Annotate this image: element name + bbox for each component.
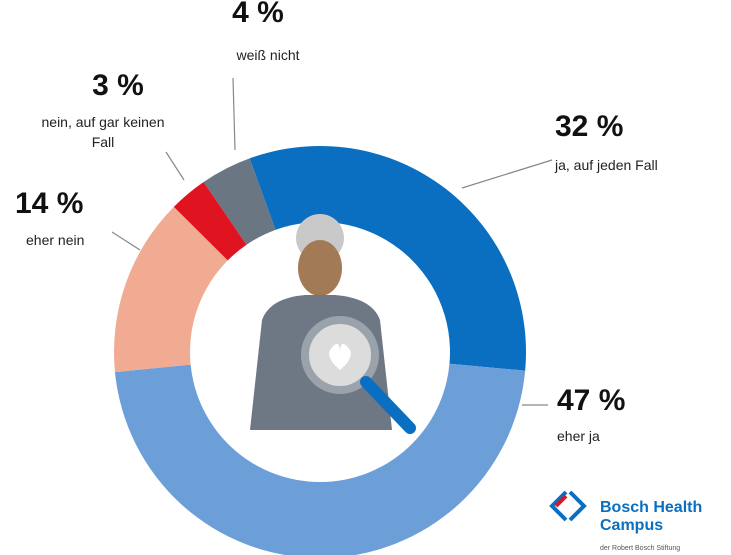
value-label: 14 % (15, 187, 83, 220)
category-label: eher nein (26, 232, 84, 248)
donut-slice (173, 182, 247, 261)
logo-subtitle: der Robert Bosch Stiftung (600, 545, 680, 552)
value-label: 32 % (555, 110, 623, 143)
value-label: 4 % (232, 0, 284, 29)
leader-lines (111, 77, 553, 406)
donut-slice (114, 206, 228, 373)
donut-slice (114, 363, 526, 555)
donut-slice (249, 146, 526, 371)
value-label: 47 % (557, 384, 625, 417)
center-illustration (250, 214, 416, 434)
labels: 32 % ja, auf jeden Fall 47 % eher ja 14 % ehe… (15, 0, 658, 444)
value-label: 3 % (92, 69, 144, 102)
logo-name: Bosch Health Campus (600, 499, 702, 534)
category-label: ja, auf jeden Fall (554, 157, 658, 173)
category-label: eher ja (557, 428, 600, 444)
donut-slice (203, 158, 276, 245)
logo: Bosch Health Campus der Robert Bosch Stif… (549, 490, 702, 552)
category-label: weiß nicht (235, 47, 299, 63)
category-label: nein, auf gar keinen Fall (42, 114, 165, 150)
